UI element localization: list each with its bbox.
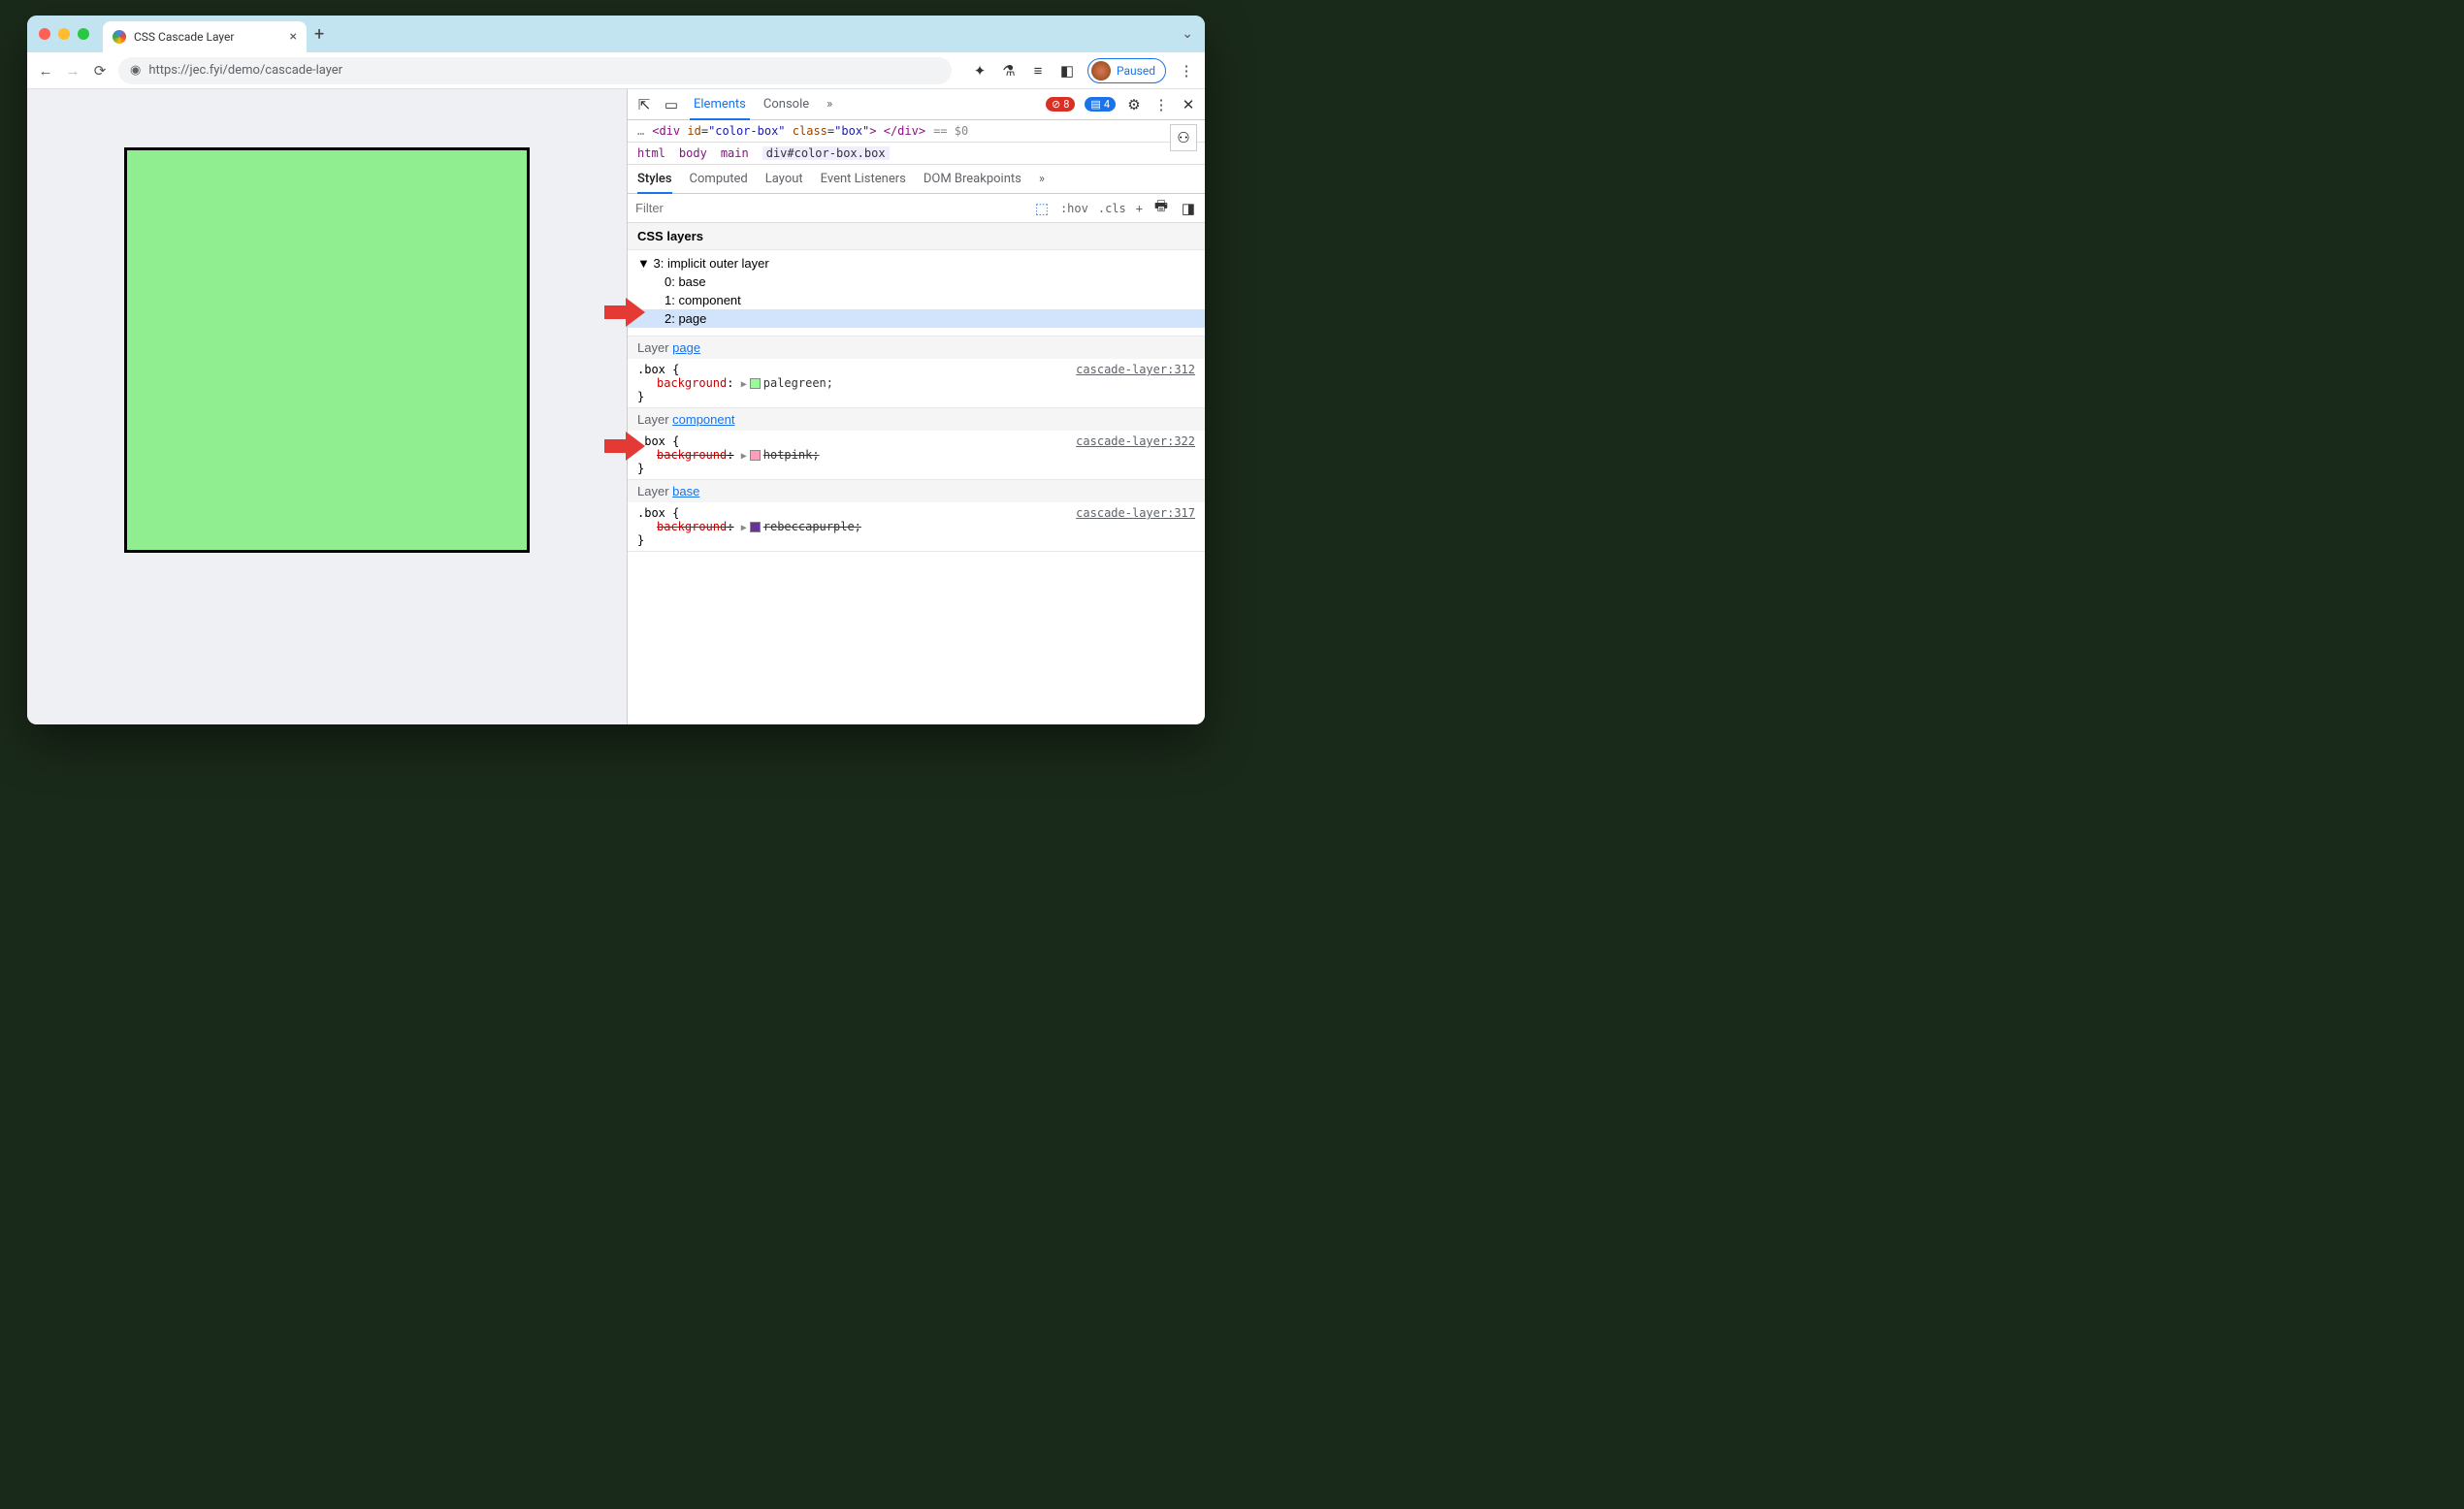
tab-more[interactable]: »: [823, 89, 836, 119]
maximize-window-button[interactable]: [78, 28, 89, 40]
toolbar-icons: ✦ ⚗ ≡ ◧ Paused ⋮: [971, 58, 1195, 83]
layer-label: Layer base: [628, 480, 1205, 502]
print-icon[interactable]: 🖶: [1152, 200, 1170, 217]
devtools-panel: ⇱ ▭ Elements Console » ⊘ 8 ▤ 4 ⚙ ⋮ ✕ … <…: [627, 89, 1205, 724]
omnibox[interactable]: ◉ https://jec.fyi/demo/cascade-layer: [118, 57, 952, 84]
styles-subtabs: Styles Computed Layout Event Listeners D…: [628, 165, 1205, 194]
sidebar-toggle-icon[interactable]: ◨: [1180, 200, 1197, 217]
site-info-icon[interactable]: ◉: [130, 63, 141, 78]
close-window-button[interactable]: [39, 28, 50, 40]
rule-block: Layer pagecascade-layer:312.box {backgro…: [628, 337, 1205, 408]
tab-close-button[interactable]: ×: [290, 29, 297, 45]
tabs-dropdown-button[interactable]: ⌄: [1182, 26, 1193, 42]
tab-title: CSS Cascade Layer: [134, 30, 234, 44]
styles-body: CSS layers ▼ 3: implicit outer layer 0: …: [628, 223, 1205, 724]
subtab-styles[interactable]: Styles: [637, 166, 672, 194]
annotation-arrow: [604, 432, 645, 461]
tab-elements[interactable]: Elements: [690, 90, 750, 120]
device-icon[interactable]: ▭: [663, 96, 680, 113]
css-rule[interactable]: cascade-layer:322.box {background: ▶hotp…: [628, 431, 1205, 479]
subtab-layout[interactable]: Layout: [765, 172, 803, 186]
layer-link[interactable]: page: [672, 340, 700, 355]
crumb-body[interactable]: body: [679, 146, 707, 160]
dom-ellipsis: …: [637, 124, 644, 138]
reload-button[interactable]: ⟳: [91, 62, 109, 80]
favicon-icon: [113, 30, 126, 44]
avatar-icon: [1091, 61, 1111, 80]
layer-item-page[interactable]: 2: page: [628, 309, 1205, 328]
layer-label: Layer component: [628, 408, 1205, 431]
extensions-icon[interactable]: ✦: [971, 62, 989, 80]
subtab-dom-breakpoints[interactable]: DOM Breakpoints: [924, 172, 1021, 186]
layer-link[interactable]: component: [672, 412, 734, 427]
rule-block: Layer componentcascade-layer:322.box {ba…: [628, 408, 1205, 480]
minimize-window-button[interactable]: [58, 28, 70, 40]
kebab-icon[interactable]: ⋮: [1152, 96, 1170, 113]
cls-toggle[interactable]: .cls: [1098, 202, 1126, 215]
styles-filterbar: ⬚ :hov .cls + 🖶 ◨: [628, 194, 1205, 223]
layer-tree: ▼ 3: implicit outer layer 0: base 1: com…: [628, 250, 1205, 337]
subtab-computed[interactable]: Computed: [690, 172, 748, 186]
browser-tab[interactable]: CSS Cascade Layer ×: [103, 21, 307, 52]
close-devtools-button[interactable]: ✕: [1180, 96, 1197, 113]
settings-icon[interactable]: ⚙: [1125, 96, 1143, 113]
accessibility-icon[interactable]: ⚇: [1170, 124, 1197, 151]
playlist-icon[interactable]: ≡: [1029, 62, 1047, 80]
layers-toggle-icon[interactable]: ⬚: [1033, 200, 1051, 217]
message-badge[interactable]: ▤ 4: [1085, 97, 1116, 112]
dom-suffix: == $0: [933, 124, 968, 138]
panel-icon[interactable]: ◧: [1058, 62, 1076, 80]
layer-label: Layer page: [628, 337, 1205, 359]
layer-item-component[interactable]: 1: component: [637, 291, 1195, 309]
url-text: https://jec.fyi/demo/cascade-layer: [148, 63, 342, 78]
css-layers-header: CSS layers: [628, 223, 1205, 250]
inspect-icon[interactable]: ⇱: [635, 96, 653, 113]
annotation-arrow: [604, 298, 645, 327]
source-link[interactable]: cascade-layer:312: [1076, 363, 1195, 376]
paused-profile-pill[interactable]: Paused: [1087, 58, 1166, 83]
subtab-more[interactable]: »: [1039, 172, 1045, 186]
flask-icon[interactable]: ⚗: [1000, 62, 1018, 80]
css-rule[interactable]: cascade-layer:312.box {background: ▶pale…: [628, 359, 1205, 407]
back-button[interactable]: ←: [37, 62, 54, 80]
paused-label: Paused: [1117, 64, 1155, 78]
error-badge[interactable]: ⊘ 8: [1046, 97, 1075, 112]
titlebar: CSS Cascade Layer × + ⌄: [27, 16, 1205, 52]
dom-line[interactable]: … <div id="color-box" class="box"> </div…: [628, 120, 1205, 143]
crumb-html[interactable]: html: [637, 146, 665, 160]
forward-button[interactable]: →: [64, 62, 81, 80]
new-tab-button[interactable]: +: [314, 24, 324, 45]
crumb-main[interactable]: main: [721, 146, 749, 160]
filter-input[interactable]: [635, 201, 907, 215]
crumb-selected[interactable]: div#color-box.box: [762, 146, 890, 160]
subtab-event-listeners[interactable]: Event Listeners: [821, 172, 906, 186]
layer-link[interactable]: base: [672, 484, 699, 498]
breadcrumb: html body main div#color-box.box: [628, 143, 1205, 165]
layer-root[interactable]: ▼ 3: implicit outer layer: [637, 254, 1195, 273]
new-rule-button[interactable]: +: [1136, 202, 1143, 215]
content-area: ⇱ ▭ Elements Console » ⊘ 8 ▤ 4 ⚙ ⋮ ✕ … <…: [27, 89, 1205, 724]
devtools-toolbar: ⇱ ▭ Elements Console » ⊘ 8 ▤ 4 ⚙ ⋮ ✕: [628, 89, 1205, 120]
browser-window: CSS Cascade Layer × + ⌄ ← → ⟳ ◉ https://…: [27, 16, 1205, 724]
window-controls: [39, 28, 89, 40]
color-box: [124, 147, 530, 553]
menu-button[interactable]: ⋮: [1178, 62, 1195, 80]
dom-html: <div id="color-box" class="box"> </div>: [652, 124, 925, 138]
hov-toggle[interactable]: :hov: [1060, 202, 1088, 215]
page-viewport: [27, 89, 627, 724]
tab-console[interactable]: Console: [760, 89, 813, 119]
rule-block: Layer basecascade-layer:317.box {backgro…: [628, 480, 1205, 552]
address-bar: ← → ⟳ ◉ https://jec.fyi/demo/cascade-lay…: [27, 52, 1205, 89]
css-rule[interactable]: cascade-layer:317.box {background: ▶rebe…: [628, 502, 1205, 551]
source-link[interactable]: cascade-layer:322: [1076, 434, 1195, 448]
layer-item-base[interactable]: 0: base: [637, 273, 1195, 291]
source-link[interactable]: cascade-layer:317: [1076, 506, 1195, 520]
